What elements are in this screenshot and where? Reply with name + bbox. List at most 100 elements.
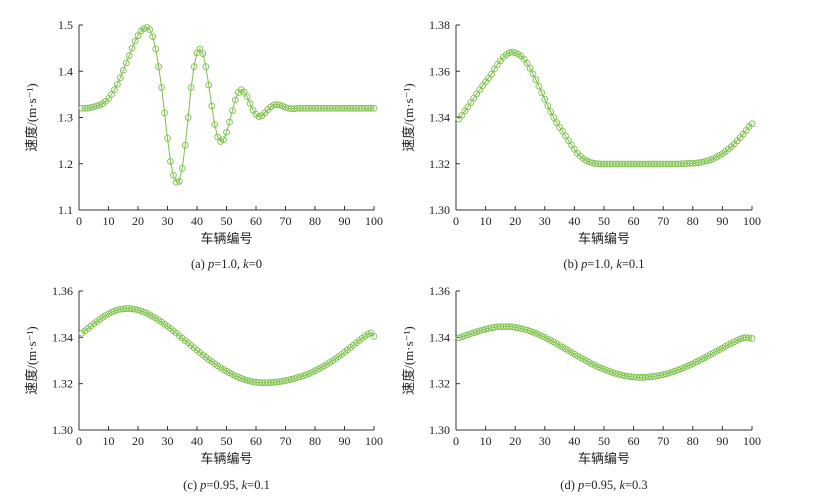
y-tick-label: 1.32 [52,377,73,391]
data-point [585,158,593,166]
data-point [520,325,528,333]
y-axis-label: 速度/(m·s⁻¹) [401,83,416,152]
y-axis-label: 速度/(m·s⁻¹) [401,326,416,395]
y-tick-label: 1.34 [429,330,450,344]
data-point [190,63,198,70]
data-point [529,70,537,78]
data-point [748,120,756,128]
x-tick-label: 70 [657,434,669,448]
data-point [526,327,534,335]
x-tick-label: 90 [716,434,728,448]
x-tick-label: 30 [539,214,551,228]
data-point [131,305,139,313]
y-tick-label: 1.32 [429,377,450,391]
data-point [370,333,378,340]
data-point [299,372,307,380]
data-point [164,134,171,142]
data-point [547,108,555,116]
data-point [683,362,691,370]
data-point [745,334,753,342]
panel-caption: (a) p=1.0, k=0 [191,257,262,271]
x-tick-label: 100 [743,434,761,448]
data-point [119,66,127,74]
x-axis-label: 车辆编号 [200,451,252,466]
data-point [532,330,540,337]
data-point [202,63,210,70]
data-point [550,114,558,121]
data-point [184,114,192,121]
data-point [701,158,708,165]
x-tick-label: 70 [657,214,669,228]
panel-caption: (d) p=0.95, k=0.3 [560,478,647,492]
data-point [538,89,546,97]
x-tick-label: 0 [453,434,459,448]
data-point [473,328,481,336]
y-tick-label: 1.4 [58,64,73,78]
x-tick-label: 90 [716,214,728,228]
data-point [461,332,469,340]
x-tick-label: 30 [539,434,551,448]
data-point [122,59,130,67]
y-tick-label: 1.34 [429,111,450,125]
data-point [541,95,549,103]
chart-panel-d: 0 10 20 30 40 50 60 70 80 90 100 1.30 1.32 1.34 1.36 车辆… [401,284,761,492]
data-point [108,308,115,316]
x-tick-label: 20 [509,434,521,448]
x-tick-label: 50 [221,214,233,228]
data-point [748,335,756,342]
data-point [544,102,552,110]
x-tick-label: 60 [250,214,262,228]
data-point [488,70,495,78]
y-tick-label: 1.30 [429,203,450,217]
y-tick-label: 1.3 [58,111,73,125]
y-tick-label: 1.34 [52,330,73,344]
x-tick-label: 50 [598,214,610,228]
data-point [707,156,714,164]
data-point [111,86,118,94]
x-tick-label: 20 [132,434,144,448]
x-tick-label: 80 [309,214,321,228]
x-tick-label: 60 [250,434,262,448]
data-point [196,45,204,53]
series-line [458,326,753,378]
data-point [181,141,189,149]
x-tick-label: 100 [743,214,761,228]
data-point [240,88,248,96]
data-point [288,375,295,383]
data-point [152,45,160,53]
data-point [134,32,142,39]
y-tick-label: 1.36 [52,284,73,298]
x-tick-label: 10 [103,214,115,228]
data-point [367,104,375,112]
data-point [90,103,98,111]
data-point [158,84,165,91]
data-point [455,334,463,342]
y-tick-label: 1.5 [58,18,73,32]
x-tick-label: 90 [339,434,351,448]
data-point [111,307,118,315]
x-tick-label: 50 [598,434,610,448]
data-point [291,375,298,382]
data-point [137,307,145,315]
data-point [603,367,611,374]
data-point [223,128,230,136]
data-point [668,368,676,376]
x-tick-label: 70 [280,214,292,228]
data-point [199,50,207,58]
y-tick-label: 1.30 [52,423,73,437]
y-tick-label: 1.38 [429,18,450,32]
data-point [232,96,239,104]
data-point [220,136,227,144]
x-axis-label: 车辆编号 [200,231,252,246]
series-line [81,308,375,384]
data-point [526,64,534,72]
chart-panel-a: 0 10 20 30 40 50 60 70 80 90 100 1.1 1.2 1.3 1.4 1.5 车辆编… [24,18,383,271]
data-point [529,328,537,336]
x-tick-label: 10 [103,434,115,448]
data-point [146,26,154,33]
data-point [665,369,673,377]
x-tick-label: 10 [480,214,492,228]
x-tick-label: 60 [628,434,640,448]
x-tick-label: 100 [365,214,383,228]
